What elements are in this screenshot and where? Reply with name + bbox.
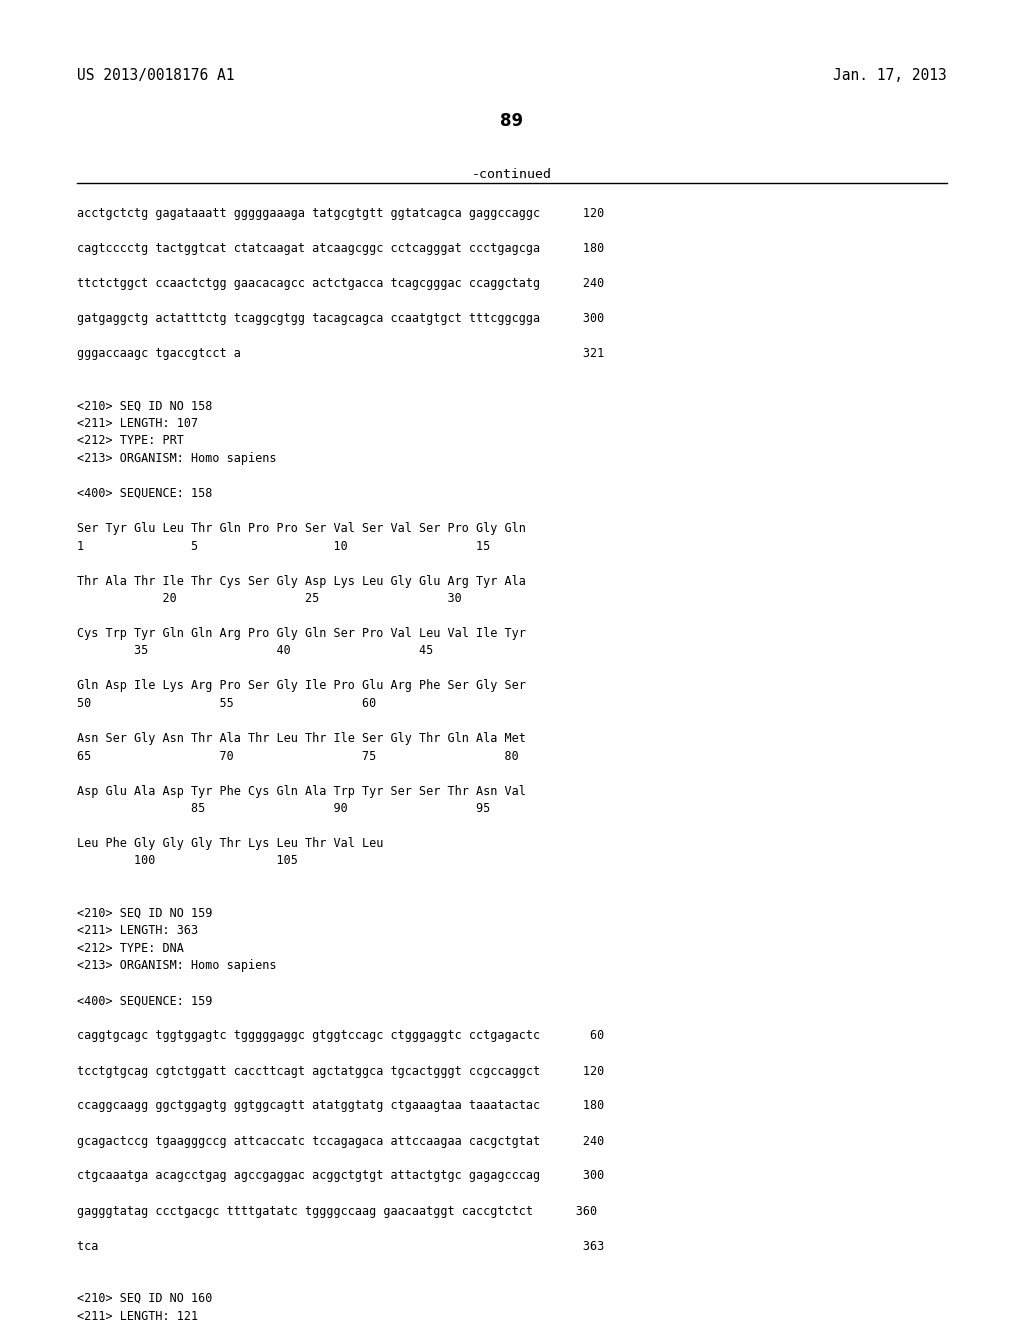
Text: 100                 105: 100 105	[77, 854, 298, 867]
Text: ccaggcaagg ggctggagtg ggtggcagtt atatggtatg ctgaaagtaa taaatactac      180: ccaggcaagg ggctggagtg ggtggcagtt atatggt…	[77, 1100, 604, 1113]
Text: Jan. 17, 2013: Jan. 17, 2013	[834, 69, 947, 83]
Text: 85                  90                  95: 85 90 95	[77, 803, 490, 814]
Text: ttctctggct ccaactctgg gaacacagcc actctgacca tcagcgggac ccaggctatg      240: ttctctggct ccaactctgg gaacacagcc actctga…	[77, 277, 604, 290]
Text: Ser Tyr Glu Leu Thr Gln Pro Pro Ser Val Ser Val Ser Pro Gly Gln: Ser Tyr Glu Leu Thr Gln Pro Pro Ser Val …	[77, 521, 525, 535]
Text: gagggtatag ccctgacgc ttttgatatc tggggccaag gaacaatggt caccgtctct      360: gagggtatag ccctgacgc ttttgatatc tggggcca…	[77, 1204, 597, 1217]
Text: <211> LENGTH: 121: <211> LENGTH: 121	[77, 1309, 198, 1320]
Text: <211> LENGTH: 363: <211> LENGTH: 363	[77, 924, 198, 937]
Text: <210> SEQ ID NO 159: <210> SEQ ID NO 159	[77, 907, 212, 920]
Text: <212> TYPE: DNA: <212> TYPE: DNA	[77, 942, 183, 954]
Text: caggtgcagc tggtggagtc tgggggaggc gtggtccagc ctgggaggtc cctgagactc       60: caggtgcagc tggtggagtc tgggggaggc gtggtcc…	[77, 1030, 604, 1043]
Text: 50                  55                  60: 50 55 60	[77, 697, 376, 710]
Text: Cys Trp Tyr Gln Gln Arg Pro Gly Gln Ser Pro Val Leu Val Ile Tyr: Cys Trp Tyr Gln Gln Arg Pro Gly Gln Ser …	[77, 627, 525, 640]
Text: 35                  40                  45: 35 40 45	[77, 644, 433, 657]
Text: <211> LENGTH: 107: <211> LENGTH: 107	[77, 417, 198, 430]
Text: ctgcaaatga acagcctgag agccgaggac acggctgtgt attactgtgc gagagcccag      300: ctgcaaatga acagcctgag agccgaggac acggctg…	[77, 1170, 604, 1183]
Text: acctgctctg gagataaatt gggggaaaga tatgcgtgtt ggtatcagca gaggccaggc      120: acctgctctg gagataaatt gggggaaaga tatgcgt…	[77, 207, 604, 220]
Text: <210> SEQ ID NO 160: <210> SEQ ID NO 160	[77, 1292, 212, 1305]
Text: <212> TYPE: PRT: <212> TYPE: PRT	[77, 434, 183, 447]
Text: gcagactccg tgaagggccg attcaccatc tccagagaca attccaagaa cacgctgtat      240: gcagactccg tgaagggccg attcaccatc tccagag…	[77, 1134, 604, 1147]
Text: 65                  70                  75                  80: 65 70 75 80	[77, 750, 518, 763]
Text: Leu Phe Gly Gly Gly Thr Lys Leu Thr Val Leu: Leu Phe Gly Gly Gly Thr Lys Leu Thr Val …	[77, 837, 383, 850]
Text: <210> SEQ ID NO 158: <210> SEQ ID NO 158	[77, 400, 212, 412]
Text: 89: 89	[501, 112, 523, 129]
Text: cagtcccctg tactggtcat ctatcaagat atcaagcggc cctcagggat ccctgagcga      180: cagtcccctg tactggtcat ctatcaagat atcaagc…	[77, 242, 604, 255]
Text: 20                  25                  30: 20 25 30	[77, 591, 462, 605]
Text: <213> ORGANISM: Homo sapiens: <213> ORGANISM: Homo sapiens	[77, 960, 276, 973]
Text: Thr Ala Thr Ile Thr Cys Ser Gly Asp Lys Leu Gly Glu Arg Tyr Ala: Thr Ala Thr Ile Thr Cys Ser Gly Asp Lys …	[77, 574, 525, 587]
Text: <213> ORGANISM: Homo sapiens: <213> ORGANISM: Homo sapiens	[77, 451, 276, 465]
Text: US 2013/0018176 A1: US 2013/0018176 A1	[77, 69, 234, 83]
Text: tcctgtgcag cgtctggatt caccttcagt agctatggca tgcactgggt ccgccaggct      120: tcctgtgcag cgtctggatt caccttcagt agctatg…	[77, 1064, 604, 1077]
Text: Asp Glu Ala Asp Tyr Phe Cys Gln Ala Trp Tyr Ser Ser Thr Asn Val: Asp Glu Ala Asp Tyr Phe Cys Gln Ala Trp …	[77, 784, 525, 797]
Text: <400> SEQUENCE: 158: <400> SEQUENCE: 158	[77, 487, 212, 500]
Text: Asn Ser Gly Asn Thr Ala Thr Leu Thr Ile Ser Gly Thr Gln Ala Met: Asn Ser Gly Asn Thr Ala Thr Leu Thr Ile …	[77, 733, 525, 744]
Text: gatgaggctg actatttctg tcaggcgtgg tacagcagca ccaatgtgct tttcggcgga      300: gatgaggctg actatttctg tcaggcgtgg tacagca…	[77, 312, 604, 325]
Text: Gln Asp Ile Lys Arg Pro Ser Gly Ile Pro Glu Arg Phe Ser Gly Ser: Gln Asp Ile Lys Arg Pro Ser Gly Ile Pro …	[77, 680, 525, 693]
Text: tca                                                                    363: tca 363	[77, 1239, 604, 1253]
Text: <400> SEQUENCE: 159: <400> SEQUENCE: 159	[77, 994, 212, 1007]
Text: 1               5                   10                  15: 1 5 10 15	[77, 540, 490, 553]
Text: gggaccaagc tgaccgtcct a                                                321: gggaccaagc tgaccgtcct a 321	[77, 347, 604, 360]
Text: -continued: -continued	[472, 168, 552, 181]
